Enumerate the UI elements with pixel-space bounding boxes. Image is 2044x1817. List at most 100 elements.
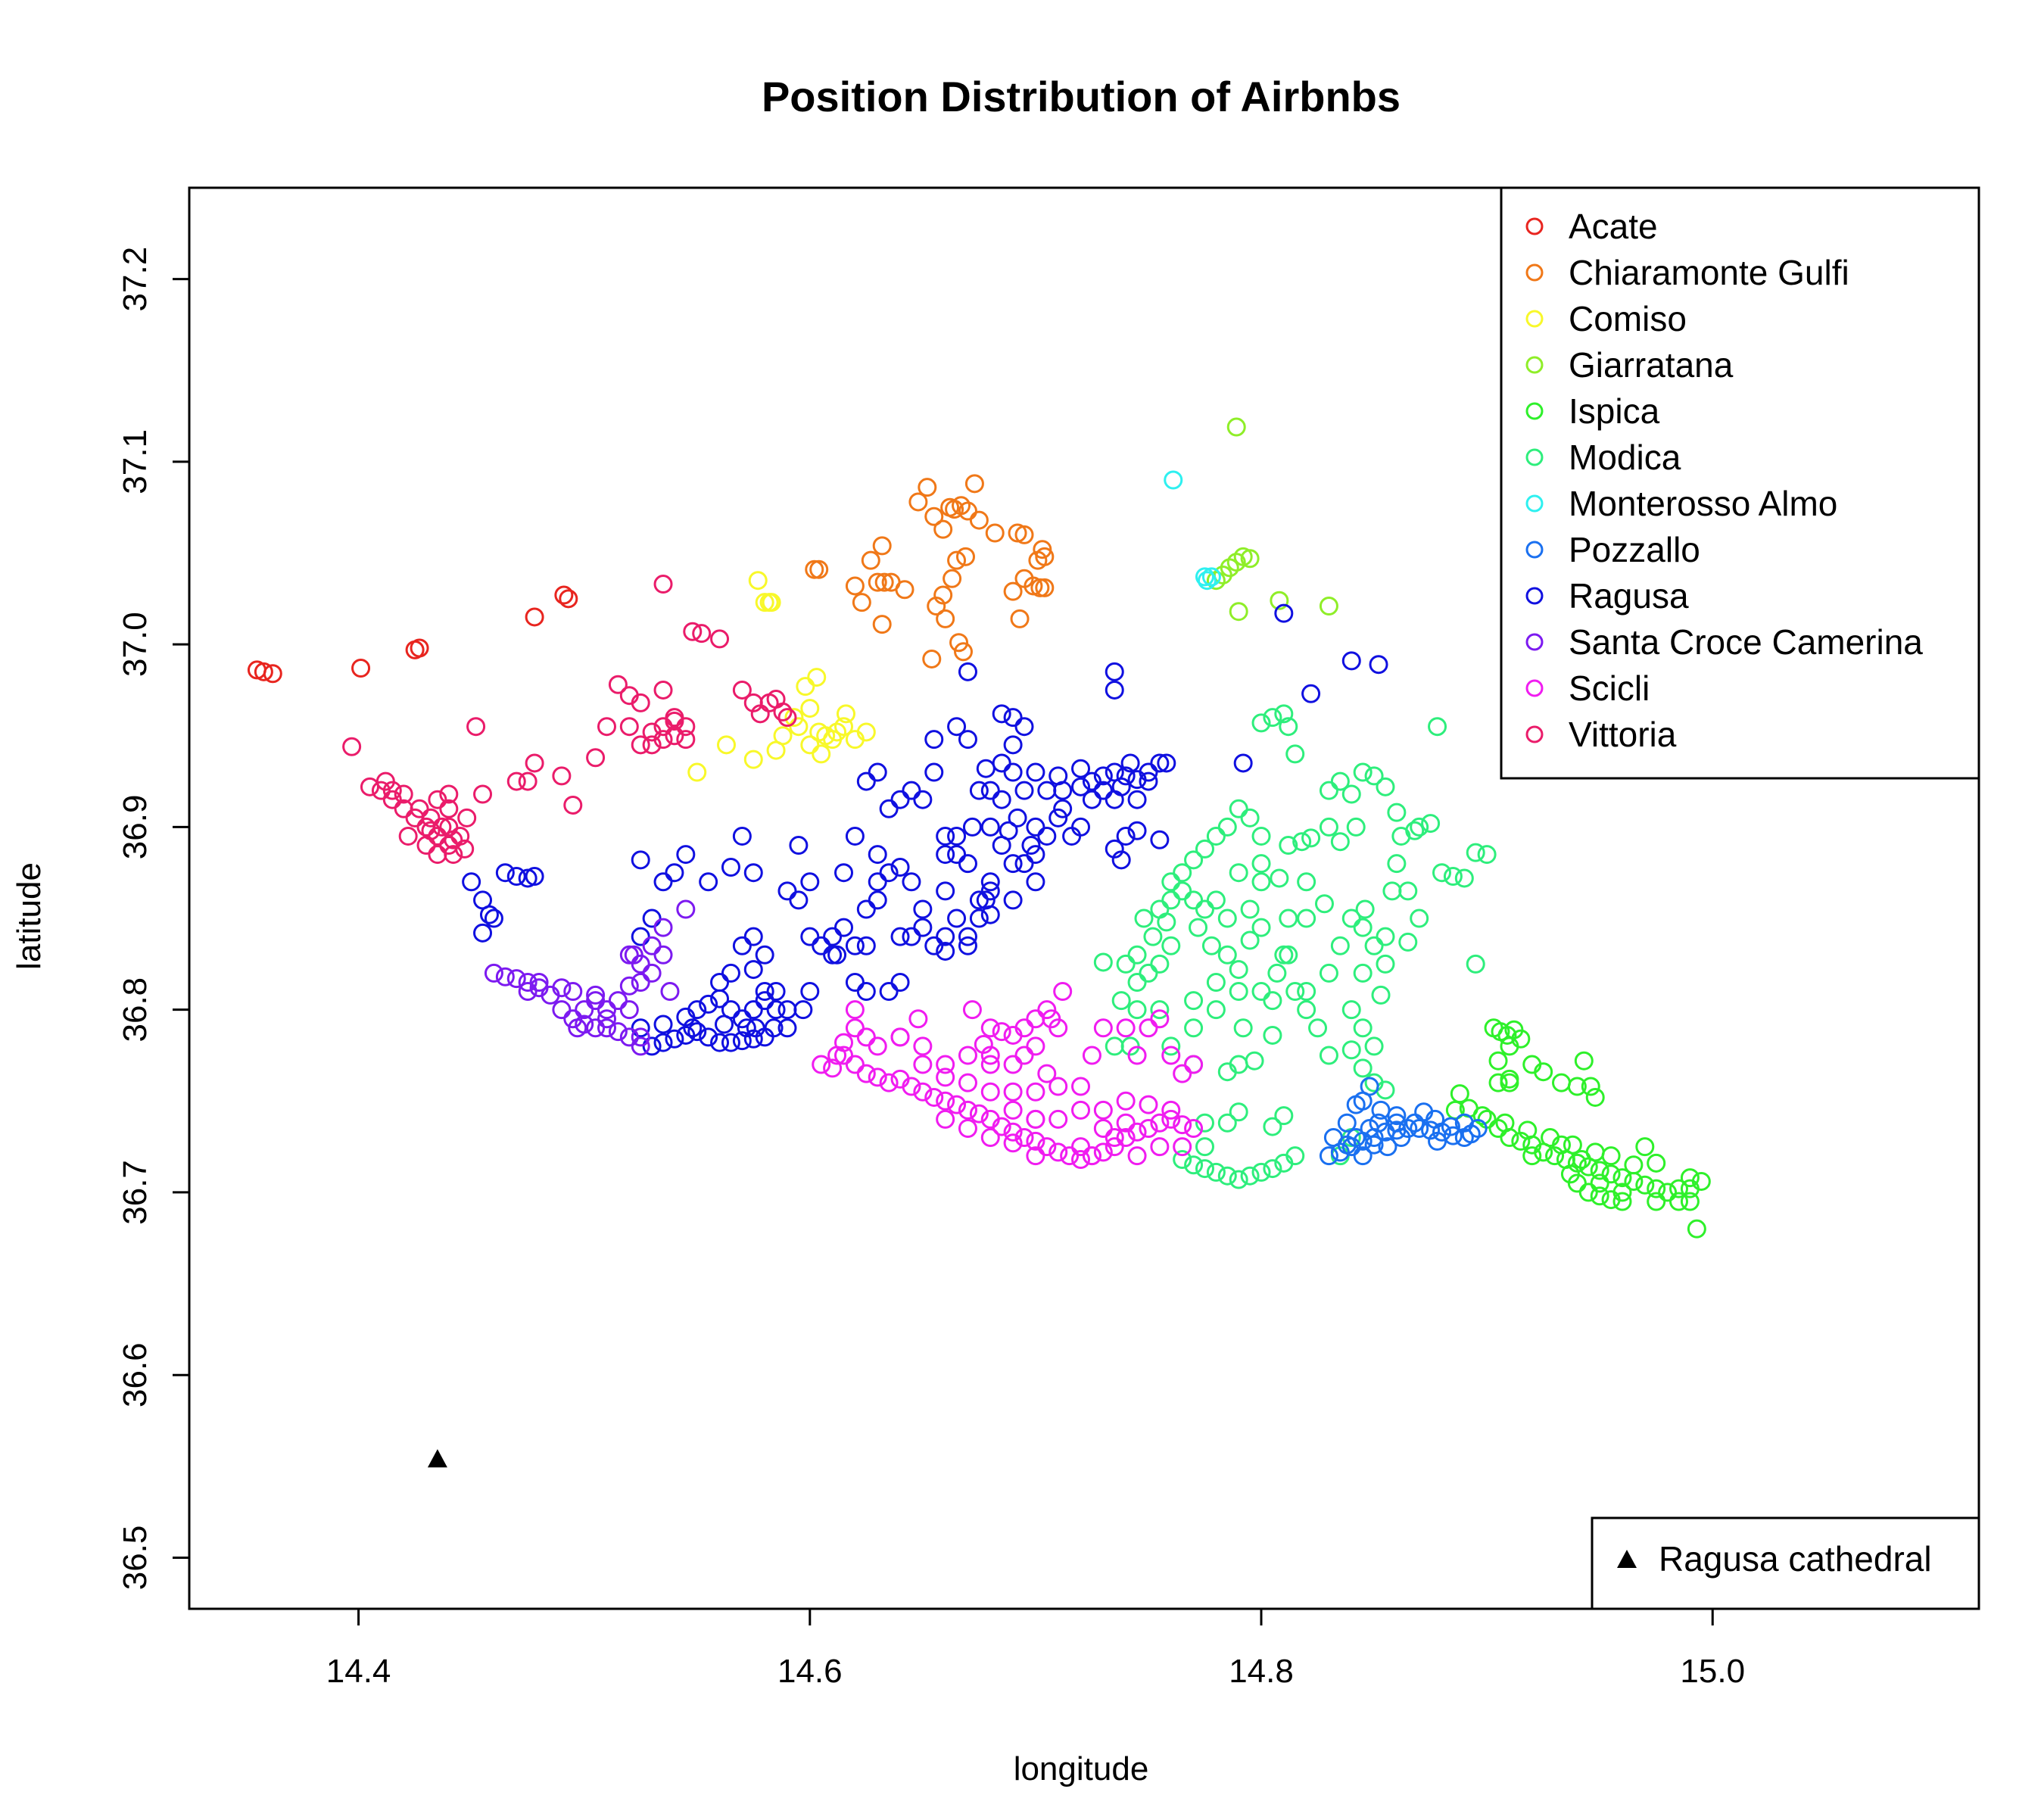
data-point <box>1003 1100 1023 1120</box>
data-point <box>1240 808 1260 827</box>
data-point <box>868 890 887 910</box>
data-point <box>732 936 752 955</box>
data-point <box>879 982 899 1002</box>
data-point <box>955 547 975 566</box>
data-point <box>856 982 876 1002</box>
data-point <box>1376 777 1395 796</box>
data-point <box>777 1018 797 1038</box>
data-point <box>1466 843 1485 862</box>
data-point <box>1157 753 1176 773</box>
data-point <box>1161 872 1181 892</box>
data-point <box>1590 1161 1609 1180</box>
data-point <box>1139 1095 1158 1114</box>
data-point <box>687 1000 707 1020</box>
data-point <box>985 523 1005 543</box>
data-point <box>1612 1192 1632 1211</box>
data-point <box>525 607 544 627</box>
data-point <box>1680 1192 1700 1211</box>
data-point <box>1093 1118 1113 1138</box>
data-point <box>924 1087 944 1107</box>
data-point <box>800 927 820 946</box>
x-tick-label: 14.6 <box>777 1653 843 1690</box>
data-point <box>879 863 899 883</box>
data-point <box>665 711 684 731</box>
data-point <box>845 1000 865 1020</box>
data-point <box>1647 1179 1666 1198</box>
data-point <box>1251 713 1271 733</box>
legend-label: Chiaramonte Gulfi <box>1569 253 1849 292</box>
data-point <box>1500 1036 1519 1056</box>
data-point <box>1376 927 1395 946</box>
data-point <box>1048 1142 1068 1162</box>
data-point <box>398 826 418 846</box>
legend-series: Acate Chiaramonte Gulfi Comiso Giarratana Is… <box>1500 186 1980 780</box>
data-point <box>845 1055 865 1074</box>
data-point <box>1150 1009 1170 1029</box>
y-tick-label: 37.0 <box>117 612 154 677</box>
data-point <box>1441 1117 1460 1136</box>
data-point <box>1578 1183 1598 1202</box>
data-point <box>1229 863 1248 883</box>
data-point <box>1376 954 1395 974</box>
data-point <box>834 1033 854 1052</box>
data-point <box>351 659 371 678</box>
data-point <box>743 960 763 980</box>
data-point <box>1229 602 1248 622</box>
legend-box <box>1591 1516 1980 1610</box>
legend-marker <box>1525 356 1544 374</box>
data-point <box>823 927 843 946</box>
data-point <box>1014 1128 1034 1148</box>
data-point <box>428 790 447 809</box>
data-point <box>1033 540 1052 559</box>
data-point <box>653 1033 673 1052</box>
data-point <box>732 680 752 700</box>
data-point <box>1184 991 1204 1011</box>
series-modica <box>1093 704 1497 1189</box>
data-point <box>766 1000 786 1020</box>
data-point <box>755 1027 774 1047</box>
data-point <box>868 762 887 782</box>
data-point <box>1450 1084 1469 1104</box>
data-point <box>410 799 429 818</box>
data-point <box>999 821 1018 840</box>
data-point <box>1111 777 1131 796</box>
data-point <box>868 872 887 892</box>
data-point <box>1274 945 1294 965</box>
data-point <box>586 991 606 1011</box>
data-point <box>495 863 515 883</box>
data-point <box>1612 1168 1632 1188</box>
data-point <box>1093 781 1113 800</box>
data-point <box>1071 1077 1091 1096</box>
data-point <box>784 708 804 728</box>
data-point <box>913 918 933 937</box>
data-point <box>586 1018 606 1038</box>
data-point <box>1082 771 1101 791</box>
data-point <box>1003 1133 1023 1153</box>
data-point <box>936 1109 955 1129</box>
data-point <box>845 1018 865 1038</box>
data-point <box>642 1036 662 1056</box>
data-point <box>631 927 650 946</box>
data-point <box>1534 1062 1553 1082</box>
data-point <box>992 790 1011 809</box>
data-point <box>836 704 855 724</box>
data-point <box>1240 899 1260 919</box>
data-point <box>619 717 639 737</box>
data-point <box>755 982 774 1002</box>
data-point <box>743 750 763 769</box>
data-point <box>721 963 740 983</box>
data-point <box>1026 845 1045 865</box>
data-point <box>1173 863 1192 883</box>
data-point <box>936 1091 955 1111</box>
data-point <box>1353 1146 1373 1166</box>
legend-item: Modica <box>1525 438 1681 477</box>
x-tick-label: 14.8 <box>1229 1653 1294 1690</box>
legend-item: Ragusa <box>1525 576 1689 616</box>
data-point <box>1669 1192 1689 1211</box>
data-point <box>1197 571 1217 591</box>
data-point <box>597 1018 617 1038</box>
data-point <box>1071 817 1091 837</box>
data-point <box>529 972 549 992</box>
data-point <box>676 845 696 865</box>
data-point <box>913 1082 933 1102</box>
